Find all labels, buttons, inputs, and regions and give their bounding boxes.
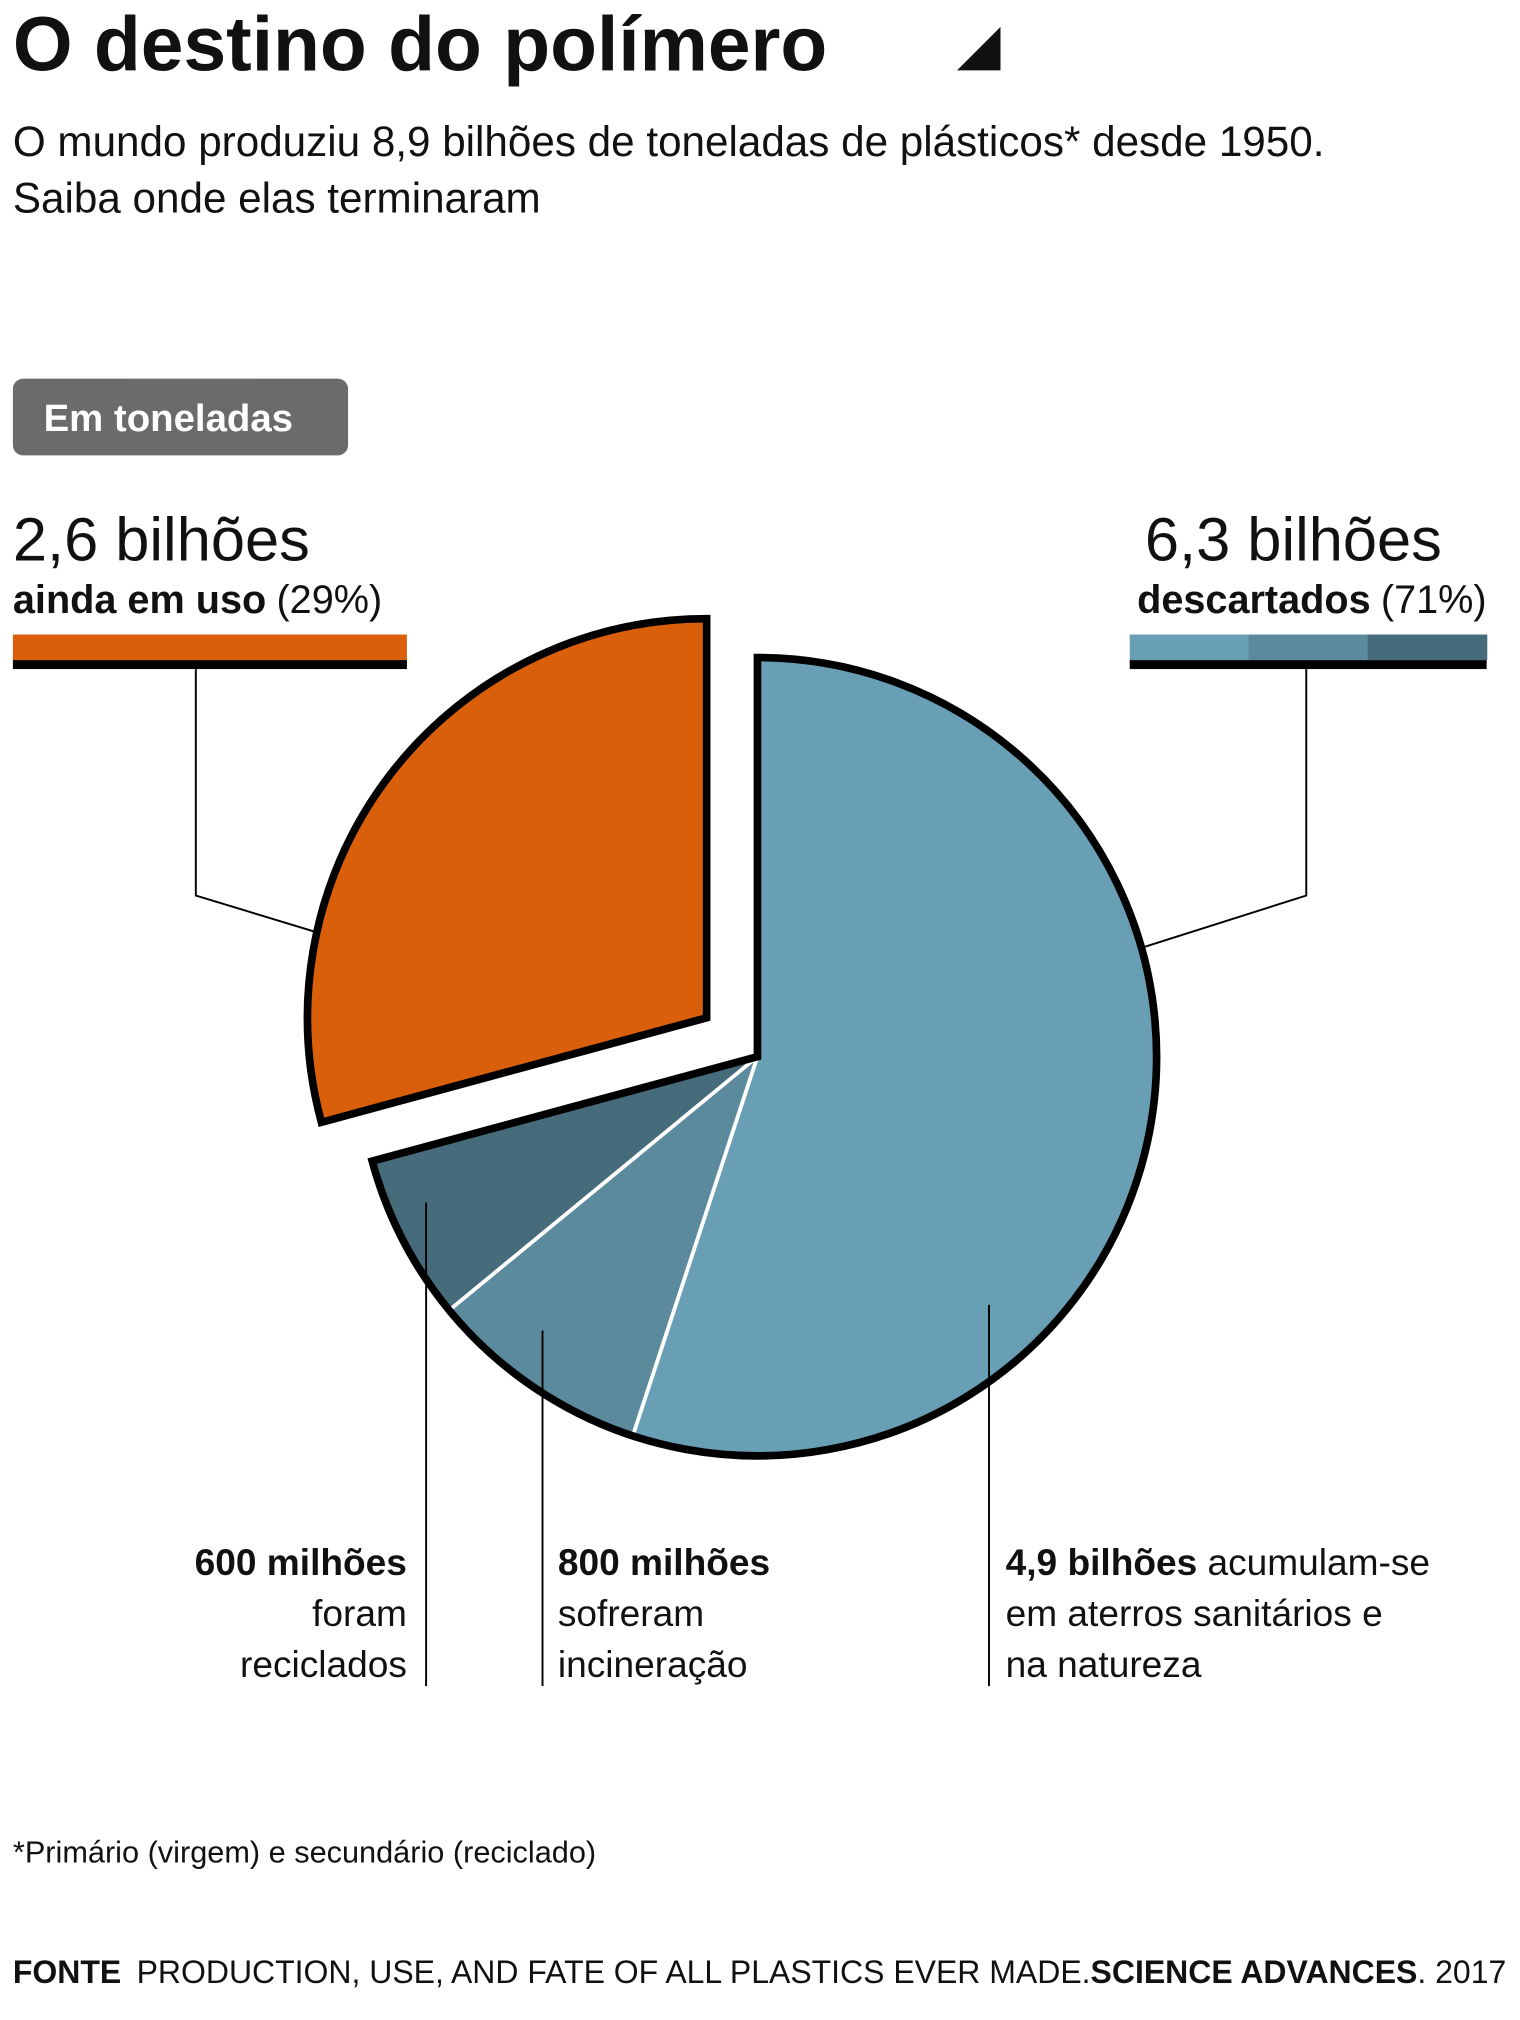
slice-category: incineração: [558, 1643, 748, 1685]
source-title: PRODUCTION, USE, AND FATE OF ALL PLASTIC…: [137, 1954, 1091, 1990]
subtitle: O mundo produziu 8,9 bilhões de tonelada…: [13, 118, 1325, 165]
source: FONTE PRODUCTION, USE, AND FATE OF ALL PL…: [13, 1954, 1506, 1990]
slice-value: 800 milhões: [558, 1541, 770, 1583]
slice-category: reciclados: [240, 1643, 407, 1685]
pie-slice: [632, 657, 1157, 1456]
slice-category: sofreram: [558, 1592, 704, 1634]
group-bar-segment: [1129, 634, 1250, 661]
slice-label: 4,9 bilhões acumulam-se: [1006, 1541, 1430, 1583]
group-percent: (29%): [276, 578, 382, 622]
group-label: descartados (71%): [1137, 578, 1487, 622]
group-bar-base: [12, 660, 407, 670]
slice-separator: [630, 1056, 760, 1437]
chart-title: O destino do polímero: [13, 2, 827, 87]
leader-line: [194, 669, 314, 933]
slice-category: em aterros sanitários e: [1006, 1592, 1383, 1634]
pie-slice: [303, 614, 711, 1127]
group-bar-base: [1129, 660, 1487, 670]
title-icon: [957, 26, 1001, 71]
subtitle: Saiba onde elas terminaram: [13, 174, 541, 221]
slice-category: acumulam-se: [1207, 1541, 1430, 1583]
unit-badge: [12, 378, 349, 456]
unit-note: Em toneladas: [44, 397, 293, 440]
group-bar: [12, 634, 407, 661]
source-year: . 2017: [1417, 1954, 1506, 1990]
group-bar-segment: [1367, 634, 1488, 661]
group-outline: [367, 653, 1161, 1460]
source-label: FONTE: [13, 1954, 121, 1990]
slice-category: na natureza: [1006, 1643, 1202, 1685]
slice-value: 4,9 bilhões: [1006, 1541, 1198, 1583]
leader-line: [1144, 669, 1308, 948]
group-bar-segment: [1248, 634, 1369, 661]
group-name: ainda em uso: [13, 578, 266, 622]
pie-slice: [449, 1056, 758, 1436]
group-percent: (71%): [1381, 578, 1487, 622]
group-value: 2,6 bilhões: [13, 505, 310, 574]
source-journal: SCIENCE ADVANCES: [1091, 1954, 1418, 1990]
group-name: descartados: [1137, 578, 1371, 622]
group-label: ainda em uso (29%): [13, 578, 382, 622]
slice-separator: [447, 1055, 759, 1312]
footnote: *Primário (virgem) e secundário (recicla…: [13, 1835, 596, 1870]
slice-category: foram: [312, 1592, 407, 1634]
pie-slice: [372, 1056, 758, 1311]
slice-value: 600 milhões: [195, 1541, 407, 1583]
group-value: 6,3 bilhões: [1145, 505, 1442, 574]
